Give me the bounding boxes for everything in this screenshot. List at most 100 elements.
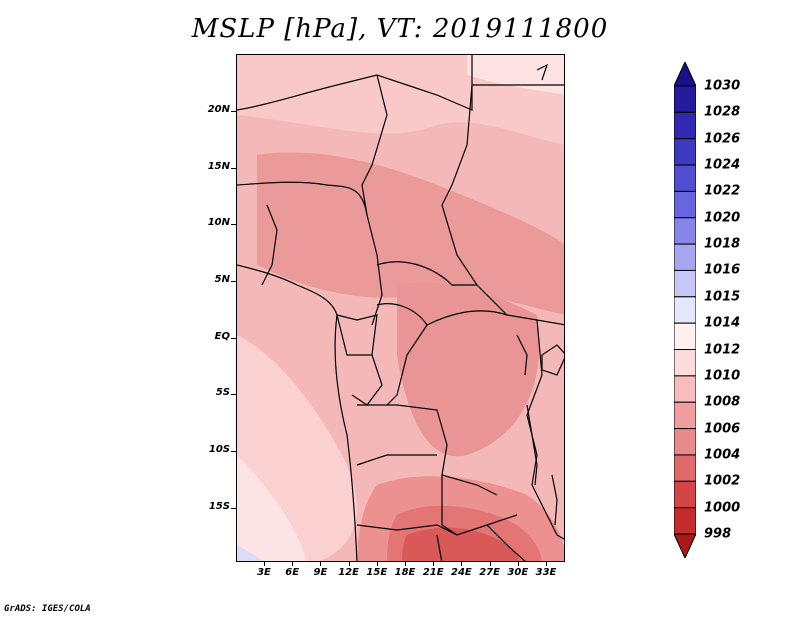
pressure-zone-south-high bbox=[237, 545, 264, 561]
colorbar-level-label: 1020 bbox=[704, 210, 741, 226]
lake-malawi bbox=[551, 474, 558, 526]
border-car-south bbox=[376, 303, 564, 326]
colorbar-top-arrow bbox=[674, 62, 696, 87]
longitude-tick bbox=[348, 562, 350, 566]
pressure-zone-central bbox=[257, 152, 564, 315]
latitude-tick bbox=[231, 168, 236, 169]
coastline-gulf-guinea bbox=[237, 264, 338, 316]
longitude-tick bbox=[433, 562, 435, 566]
map-title: MSLP [hPa], VT: 2019111800 bbox=[191, 14, 609, 44]
map-canvas bbox=[237, 55, 564, 561]
border-gabon bbox=[336, 314, 378, 356]
pressure-map bbox=[236, 54, 565, 562]
longitude-tick bbox=[489, 562, 491, 566]
longitude-tick bbox=[376, 562, 378, 566]
colorbar-level-label: 1008 bbox=[704, 394, 741, 410]
lake-tanganyika bbox=[526, 404, 538, 486]
longitude-label: 12E bbox=[338, 567, 359, 578]
colorbar-box bbox=[674, 111, 696, 140]
colorbar-box bbox=[674, 85, 696, 113]
colorbar-box bbox=[674, 138, 696, 166]
latitude-label: EQ bbox=[214, 331, 230, 342]
longitude-tick bbox=[292, 562, 294, 566]
latitude-tick bbox=[231, 508, 236, 509]
border-congo bbox=[351, 354, 383, 406]
colorbar-level-label: 1014 bbox=[704, 315, 741, 331]
pressure-zone-low-core bbox=[402, 527, 519, 561]
colorbar-box bbox=[674, 269, 696, 298]
colorbar-level-label: 1026 bbox=[704, 131, 741, 147]
colorbar-box bbox=[674, 322, 696, 351]
longitude-tick bbox=[264, 562, 265, 566]
longitude-tick bbox=[461, 562, 463, 566]
colorbar-level-label: 1018 bbox=[704, 236, 741, 252]
colorbar-level-label: 1030 bbox=[704, 78, 741, 94]
pressure-zone-atlantic-high bbox=[237, 455, 307, 561]
border-nigeria-cameroon bbox=[366, 214, 383, 326]
longitude-tick bbox=[517, 562, 519, 566]
colorbar bbox=[674, 62, 696, 558]
longitude-label: 6E bbox=[285, 567, 300, 578]
lake-albert bbox=[516, 334, 528, 376]
lake-victoria bbox=[541, 344, 564, 376]
latitude-tick bbox=[231, 224, 236, 225]
border-benin-togo bbox=[261, 204, 278, 286]
colorbar-level-label: 1010 bbox=[704, 368, 741, 384]
border-car-north bbox=[376, 261, 477, 286]
latitude-label: 5S bbox=[215, 387, 230, 398]
latitude-label: 15N bbox=[207, 161, 230, 172]
colorbar-level-label: 1015 bbox=[704, 289, 741, 305]
latitude-tick bbox=[231, 338, 236, 339]
pressure-zone-basin bbox=[397, 282, 540, 457]
grads-credit: GrADS: IGES/COLA bbox=[4, 604, 91, 614]
longitude-label: 33E bbox=[535, 567, 557, 578]
latitude-label: 10N bbox=[207, 217, 230, 228]
colorbar-box bbox=[674, 164, 696, 192]
colorbar-bottom-arrow bbox=[674, 533, 696, 558]
colorbar-level-label: 1028 bbox=[704, 104, 741, 120]
colorbar-box bbox=[674, 217, 696, 245]
colorbar-level-label: 1006 bbox=[704, 421, 741, 437]
border-drc-east bbox=[526, 319, 543, 486]
longitude-tick bbox=[546, 562, 547, 566]
colorbar-box bbox=[674, 375, 696, 403]
border-niger-nigeria bbox=[237, 181, 368, 216]
colorbar-level-label: 1000 bbox=[704, 500, 741, 516]
longitude-label: 9E bbox=[313, 567, 328, 578]
longitude-label: 30E bbox=[507, 567, 529, 578]
latitude-label: 10S bbox=[208, 444, 230, 455]
border-mozambique bbox=[531, 484, 564, 540]
latitude-label: 5N bbox=[214, 274, 230, 285]
colorbar-level-label: 1016 bbox=[704, 262, 741, 278]
longitude-tick bbox=[405, 562, 406, 566]
border-sahara bbox=[237, 55, 473, 111]
longitude-label: 15E bbox=[366, 567, 388, 578]
border-namibia-botswana bbox=[436, 534, 443, 561]
border-zimbabwe bbox=[486, 524, 526, 561]
longitude-label: 3E bbox=[257, 567, 271, 578]
longitude-label: 24E bbox=[451, 567, 472, 578]
longitude-label: 21E bbox=[422, 567, 444, 578]
colorbar-level-label: 1002 bbox=[704, 473, 741, 489]
longitude-label: 27E bbox=[479, 567, 500, 578]
colorbar-box bbox=[674, 428, 696, 456]
border-namibia-angola bbox=[356, 524, 458, 536]
longitude-tick bbox=[320, 562, 322, 566]
colorbar-box bbox=[674, 401, 696, 430]
latitude-tick bbox=[231, 394, 236, 395]
colorbar-box bbox=[674, 480, 696, 509]
colorbar-box bbox=[674, 507, 696, 535]
country-borders bbox=[237, 55, 564, 561]
colorbar-level-label: 998 bbox=[704, 526, 732, 542]
colorbar-level-label: 1012 bbox=[704, 342, 741, 358]
colorbar-box bbox=[674, 454, 696, 482]
colorbar-box bbox=[674, 190, 696, 219]
border-drc-west bbox=[386, 324, 428, 406]
border-niger-chad bbox=[361, 74, 388, 216]
colorbar-box bbox=[674, 349, 696, 377]
border-angola-north bbox=[356, 454, 437, 466]
latitude-label: 20N bbox=[207, 104, 230, 115]
coastline-west-africa bbox=[334, 314, 358, 561]
colorbar-level-label: 1004 bbox=[704, 447, 741, 463]
latitude-tick bbox=[231, 451, 236, 452]
